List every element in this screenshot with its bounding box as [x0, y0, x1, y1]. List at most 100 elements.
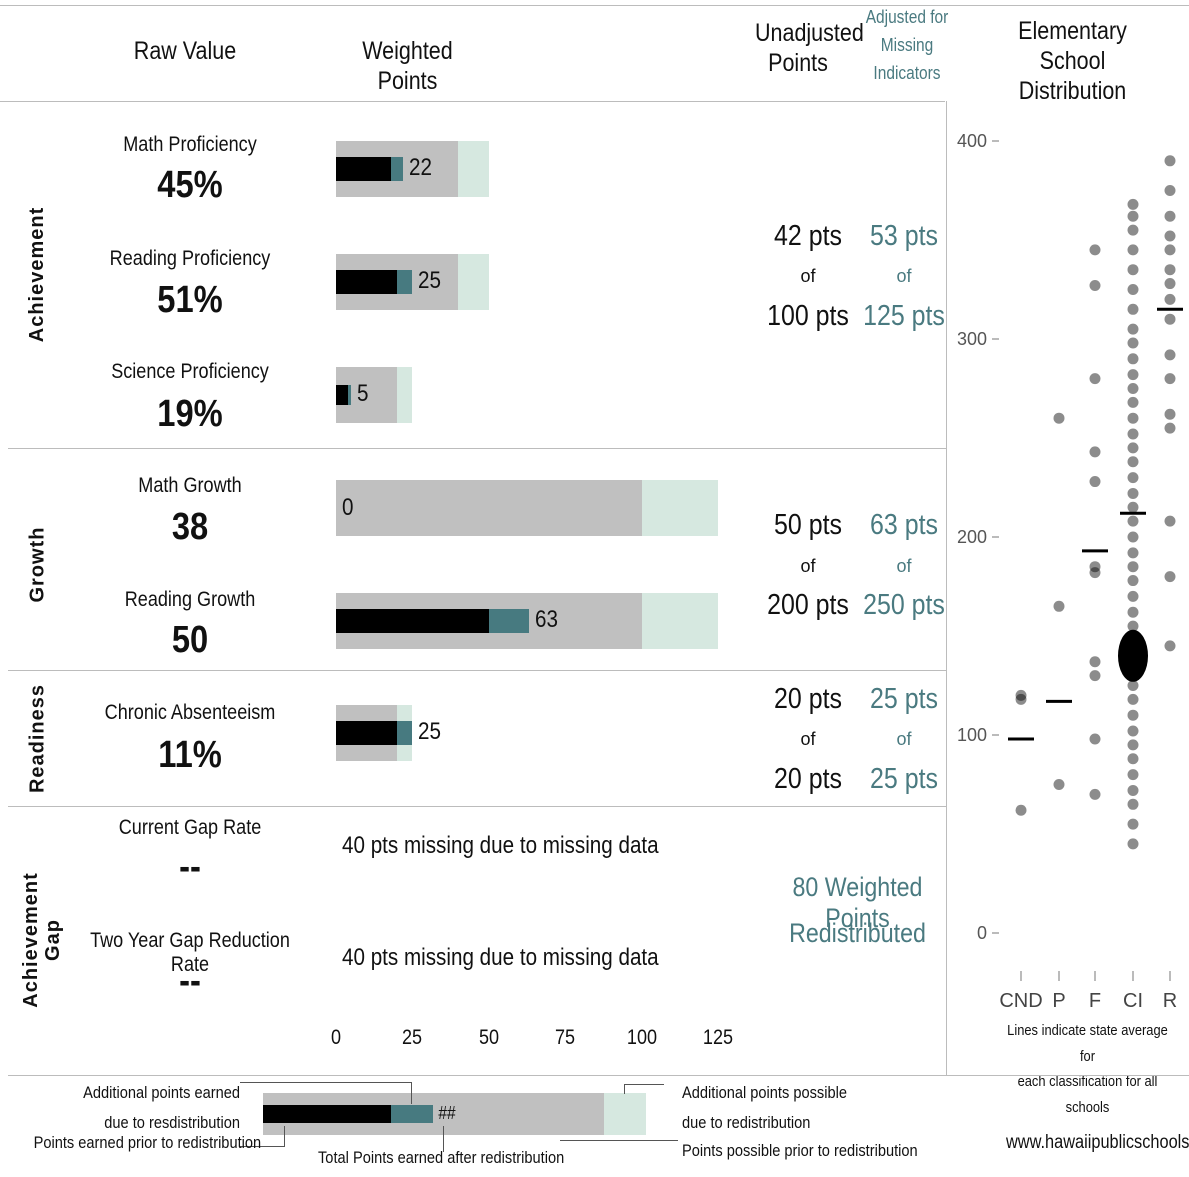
value-gap-reduction-rate: -- — [179, 960, 201, 1002]
school-point-r — [1164, 185, 1176, 196]
growth-adjusted-total: 250 pts — [863, 589, 945, 621]
distribution-note-line1: Lines indicate state average for — [1007, 1022, 1168, 1065]
legend-additional-earned-2: due to resdistribution — [104, 1113, 240, 1132]
gap-rate-missing-text: 40 pts missing due to missing data — [342, 832, 659, 859]
school-point-f — [1089, 567, 1101, 579]
school-point-r — [1164, 293, 1176, 305]
legend-leader-earned-prior — [240, 1146, 285, 1147]
school-point-p — [1053, 600, 1065, 612]
school-point-f — [1089, 446, 1101, 458]
achievement-adjusted-of: of — [896, 266, 912, 286]
school-point-ci — [1127, 693, 1139, 705]
category-label-p: P — [1052, 990, 1065, 1012]
bar-additional-possible-reading-proficiency — [458, 254, 489, 310]
school-point-r — [1164, 640, 1176, 652]
school-point-ci — [1127, 244, 1139, 256]
school-point-ci — [1127, 383, 1139, 394]
legend-leader-additional-earned — [240, 1082, 412, 1083]
school-point-ci — [1127, 798, 1139, 810]
school-point-ci — [1127, 487, 1139, 499]
school-point-ci — [1127, 725, 1139, 737]
label-chronic-absenteeism: Chronic Absenteeism — [104, 701, 276, 724]
school-point-r — [1164, 349, 1176, 361]
school-point-r — [1164, 210, 1176, 222]
legend-additional-possible-1: Additional points possible — [682, 1083, 847, 1102]
school-point-ci — [1127, 456, 1139, 468]
label-reading-proficiency: Reading Proficiency — [109, 247, 271, 270]
school-point-ci — [1127, 353, 1139, 365]
value-reading-proficiency: 51% — [157, 279, 223, 321]
legend-swatch-earned — [263, 1105, 391, 1123]
y-tick-400: 400 — [957, 131, 987, 151]
school-point-r — [1164, 264, 1176, 276]
legend-swatch-additional-earned — [391, 1105, 433, 1123]
growth-adjusted: 63 pts — [870, 509, 938, 541]
growth-unadjusted: 50 pts — [774, 509, 842, 541]
achievement-rule — [8, 448, 946, 449]
value-math-proficiency: 45% — [157, 164, 223, 206]
bar-additional-possible-science-proficiency — [397, 367, 413, 423]
school-point-ci — [1127, 547, 1139, 559]
school-point-ci — [1127, 531, 1139, 543]
category-label-r: R — [1163, 990, 1177, 1012]
label-science-proficiency: Science Proficiency — [111, 360, 269, 383]
gap-redistributed-line1: 80 Weighted Points — [792, 872, 923, 933]
legend-swatch-additional-possible — [604, 1093, 646, 1135]
value-science-proficiency: 19% — [157, 393, 223, 435]
school-point-f — [1089, 476, 1101, 488]
bar-additional-earned-reading-growth — [488, 609, 529, 633]
category-label-f: F — [1089, 990, 1101, 1012]
school-point-ci — [1127, 709, 1139, 721]
x-tick-75: 75 — [555, 1026, 576, 1049]
y-tick-100: 100 — [957, 725, 987, 745]
legend-leader-additional-possible — [624, 1084, 664, 1085]
bar-additional-earned-reading-proficiency — [397, 270, 413, 294]
school-point-ci — [1127, 284, 1139, 295]
school-point-p — [1053, 412, 1065, 424]
header-adjusted-points: Adjusted for Missing Indicators — [865, 7, 949, 83]
readiness-unadjusted-total: 20 pts — [774, 763, 842, 795]
achievement-adjusted-total: 125 pts — [863, 300, 945, 332]
bar-label-math-growth: 0 — [342, 494, 354, 521]
legend-leader-additional-possible-drop — [624, 1084, 625, 1094]
growth-unadjusted-of: of — [800, 556, 816, 576]
school-point-f — [1089, 561, 1101, 573]
top-rule — [0, 5, 1189, 6]
legend-additional-possible-2: due to redistribution — [682, 1113, 811, 1132]
growth-rule — [8, 670, 946, 671]
school-point-ci — [1127, 575, 1139, 587]
school-point-ci — [1127, 303, 1139, 315]
distribution-divider — [946, 101, 947, 1075]
label-current-gap-rate: Current Gap Rate — [118, 816, 262, 839]
bar-label-math-proficiency: 22 — [409, 154, 433, 181]
achievement-unadjusted-total: 100 pts — [767, 300, 849, 332]
readiness-adjusted: 25 pts — [870, 683, 938, 715]
school-point-f — [1089, 656, 1101, 668]
school-point-f — [1089, 244, 1101, 256]
x-tick-125: 125 — [702, 1026, 734, 1049]
school-cluster-ci — [1118, 629, 1148, 682]
bar-additional-possible-math-proficiency — [458, 141, 489, 197]
bar-earned-science-proficiency — [336, 385, 349, 405]
website[interactable]: www.hawaiipublicschools.org — [1006, 1132, 1189, 1153]
legend-sample-label: ## — [438, 1103, 456, 1123]
bar-earned-chronic-absenteeism — [336, 721, 398, 745]
school-point-ci — [1127, 606, 1139, 618]
category-label-ci: CI — [1123, 990, 1143, 1012]
school-point-ci — [1127, 396, 1139, 408]
readiness-adjusted-of: of — [896, 729, 912, 749]
readiness-unadjusted: 20 pts — [774, 683, 842, 715]
school-point-r — [1164, 244, 1176, 256]
school-point-p — [1053, 779, 1065, 790]
school-point-ci — [1127, 210, 1139, 222]
legend-leader-possible-prior — [560, 1140, 678, 1141]
growth-unadjusted-total: 200 pts — [767, 589, 849, 621]
bar-label-science-proficiency: 5 — [357, 380, 369, 407]
school-point-r — [1164, 408, 1176, 420]
bar-additional-earned-chronic-absenteeism — [397, 721, 413, 745]
achievement-unadjusted: 42 pts — [774, 220, 842, 252]
bar-label-chronic-absenteeism: 25 — [418, 718, 442, 745]
school-point-ci — [1127, 428, 1139, 440]
header-raw-value: Raw Value — [133, 37, 237, 65]
readiness-adjusted-total: 25 pts — [870, 763, 938, 795]
